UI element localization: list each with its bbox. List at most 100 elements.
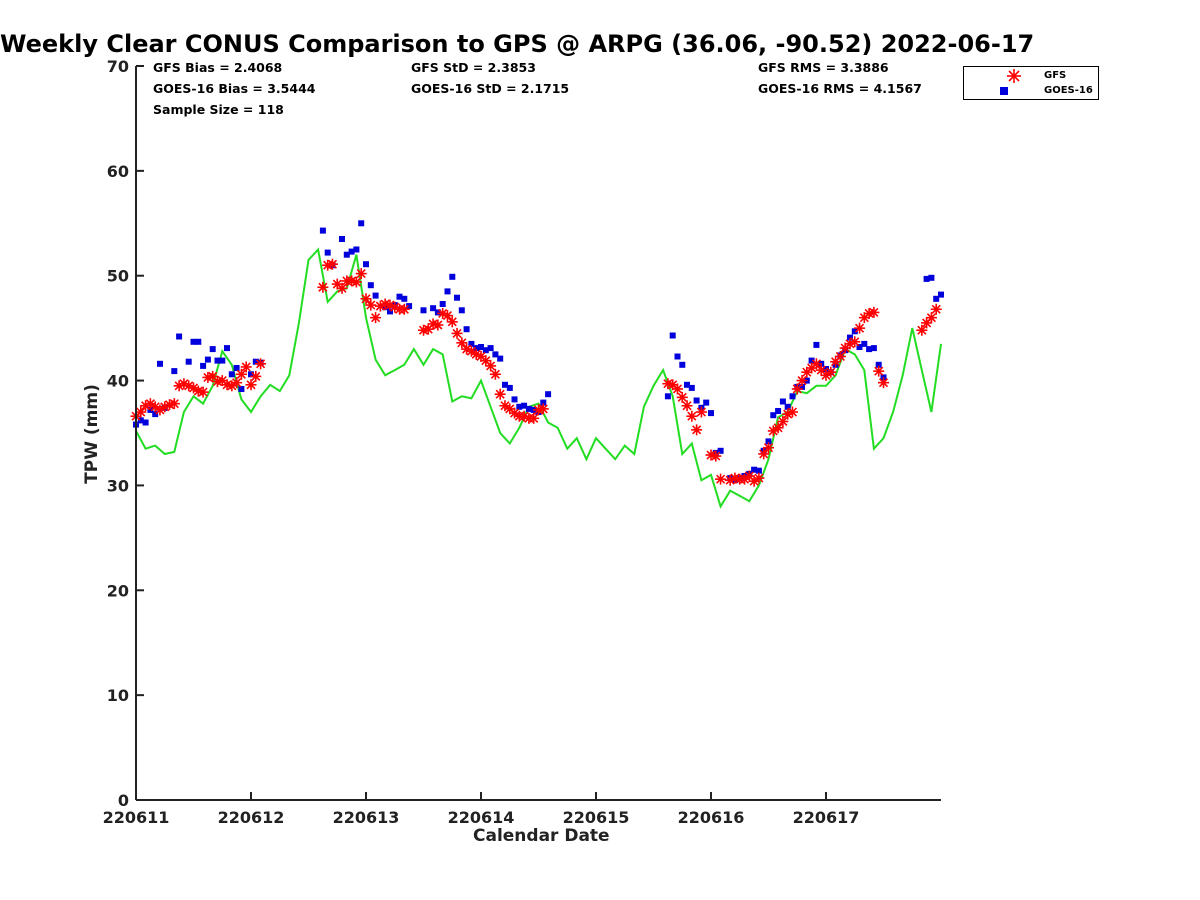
y-axis-label: TPW (mm) — [82, 384, 102, 484]
goes-point — [195, 338, 202, 345]
goes-rms-stat: GOES-16 RMS = 4.1567 — [758, 81, 922, 96]
goes-point — [540, 399, 547, 406]
gfs-point — [235, 368, 247, 380]
goes-point — [875, 361, 882, 368]
goes-point — [396, 293, 403, 300]
gfs-point — [446, 316, 458, 328]
x-tick-label: 220611 — [103, 808, 170, 827]
x-axis-label: Calendar Date — [473, 826, 610, 846]
gfs-point — [753, 472, 765, 484]
goes-point — [770, 412, 777, 419]
gfs-point — [432, 319, 444, 331]
goes-point — [468, 340, 475, 347]
goes-point — [348, 248, 355, 255]
goes-point — [401, 295, 408, 302]
gfs-point — [695, 406, 707, 418]
y-tick-label: 40 — [107, 372, 129, 391]
gfs-point — [360, 293, 372, 305]
gfs-point — [925, 312, 937, 324]
gfs-point — [786, 406, 798, 418]
goes-point — [688, 384, 695, 391]
goes-point — [238, 386, 245, 392]
goes-point — [502, 381, 508, 388]
goes-point — [454, 294, 460, 301]
y-tick-label: 70 — [107, 57, 129, 76]
goes-point — [406, 303, 413, 310]
gfs-point — [135, 406, 147, 418]
goes-point — [870, 345, 877, 352]
goes-point — [142, 419, 149, 426]
goes-point — [703, 399, 710, 406]
gfs-point — [796, 375, 808, 387]
goes-point — [751, 466, 758, 473]
goes-point — [823, 366, 829, 372]
gfs-point — [715, 473, 727, 485]
goes-point — [219, 357, 226, 364]
goes-point — [353, 246, 360, 253]
goes-point — [367, 282, 374, 289]
goes-point — [525, 405, 532, 412]
goes-point — [928, 274, 935, 281]
goes-point — [176, 333, 183, 340]
gfs-point — [676, 391, 688, 403]
goes-point — [799, 383, 805, 390]
goes-point — [938, 291, 944, 298]
goes-point — [463, 326, 470, 333]
gps-series-line — [135, 247, 942, 509]
gfs-point — [207, 370, 219, 382]
gfs-std-stat: GFS StD = 2.3853 — [411, 60, 536, 75]
x-tick-label: 220612 — [218, 808, 285, 827]
goes-point — [684, 381, 690, 388]
legend-label-goes: GOES-16 — [1044, 85, 1093, 96]
gfs-point — [772, 422, 784, 434]
gfs-point — [825, 366, 837, 378]
goes-point — [669, 332, 676, 339]
x-tick-label: 220616 — [678, 808, 745, 827]
gfs-rms-stat: GFS RMS = 3.3886 — [758, 60, 889, 75]
goes-point — [343, 251, 350, 258]
sample-size-stat: Sample Size = 118 — [153, 102, 284, 117]
gfs-point — [250, 370, 262, 382]
gfs-point — [854, 322, 866, 334]
gfs-point — [849, 336, 861, 348]
goes-point — [252, 358, 259, 365]
y-tick-label: 0 — [118, 791, 129, 810]
gfs-point — [485, 360, 497, 372]
goes-point — [779, 398, 786, 405]
asterisk-icon — [1007, 69, 1021, 83]
gfs-point — [777, 415, 789, 427]
gfs-point — [255, 358, 267, 370]
goes-point — [171, 368, 178, 375]
gfs-point — [810, 358, 822, 370]
square-icon — [1000, 87, 1008, 95]
goes-point — [866, 346, 873, 353]
goes-point — [339, 236, 345, 242]
gfs-point — [681, 400, 693, 412]
goes-point — [233, 365, 240, 371]
gfs-point — [671, 383, 683, 395]
goes-point — [497, 355, 504, 362]
gfs-point — [197, 386, 209, 398]
gfs-point — [211, 376, 223, 388]
gfs-point — [916, 324, 928, 336]
goes-point — [521, 402, 528, 409]
goes-point — [506, 384, 513, 391]
legend-entry-gfs: GFS — [964, 69, 1100, 83]
goes-point — [478, 344, 484, 350]
gfs-point — [456, 337, 468, 349]
y-tick-label: 60 — [107, 162, 129, 181]
gfs-point — [240, 361, 252, 373]
goes-std-stat: GOES-16 StD = 2.1715 — [411, 81, 570, 96]
goes-point — [789, 393, 796, 400]
goes-point — [204, 356, 211, 363]
gfs-point — [317, 281, 329, 293]
goes-point — [808, 357, 815, 364]
goes-point — [319, 227, 326, 234]
gfs-point — [168, 398, 180, 410]
goes-point — [755, 467, 762, 474]
gfs-point — [365, 299, 377, 311]
goes-point — [784, 403, 791, 410]
goes-point — [190, 338, 197, 345]
gfs-point — [355, 268, 367, 280]
goes-point — [444, 288, 451, 295]
